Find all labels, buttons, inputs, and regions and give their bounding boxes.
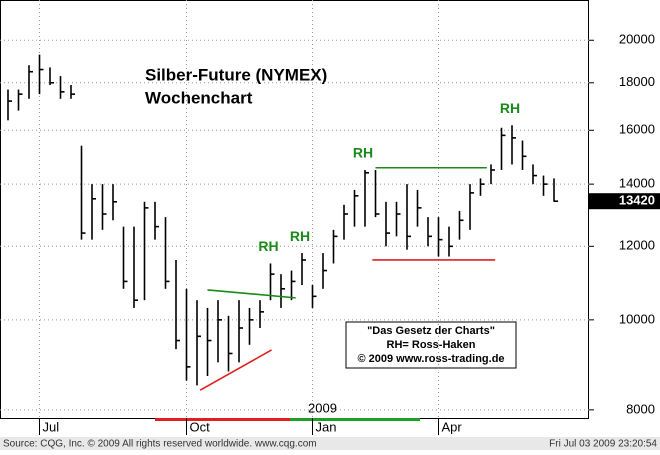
last-price-box (589, 193, 660, 210)
footer-bar (0, 437, 660, 450)
annotation: RH (500, 100, 520, 116)
period-strip (290, 418, 420, 421)
chart-title: Silber-Future (NYMEX) (145, 65, 327, 84)
trend-line (199, 349, 272, 391)
annotation: RH (353, 145, 373, 161)
y-tick-label: 8000 (626, 401, 655, 416)
annotation: RH (290, 228, 310, 244)
period-strip (155, 418, 290, 421)
note-line: "Das Gesetz der Charts" (367, 325, 495, 337)
note-line: RH= Ross-Haken (387, 339, 476, 351)
last-price: 13420 (619, 193, 655, 208)
chart-subtitle: Wochenchart (145, 88, 253, 107)
x-tick-label: Oct (190, 419, 211, 434)
x-tick-label: Apr (442, 419, 463, 434)
note-box (345, 321, 517, 369)
y-tick-label: 16000 (619, 122, 655, 137)
source: Source: CQG, Inc. © 2009 All rights rese… (3, 439, 317, 450)
trend-line (207, 289, 296, 299)
year-label: 2009 (308, 400, 337, 415)
note-line: © 2009 www.ross-trading.de (357, 353, 504, 365)
timestamp: Fri Jul 03 2009 23:20:54 (549, 439, 657, 450)
y-tick-label: 18000 (619, 74, 655, 89)
x-tick-label: Jan (316, 419, 337, 434)
y-tick-label: 10000 (619, 311, 655, 326)
y-tick-label: 14000 (619, 176, 655, 191)
y-tick-label: 20000 (619, 32, 655, 47)
y-tick-label: 12000 (619, 238, 655, 253)
annotation: RH (258, 238, 278, 254)
x-tick-label: Jul (43, 419, 60, 434)
